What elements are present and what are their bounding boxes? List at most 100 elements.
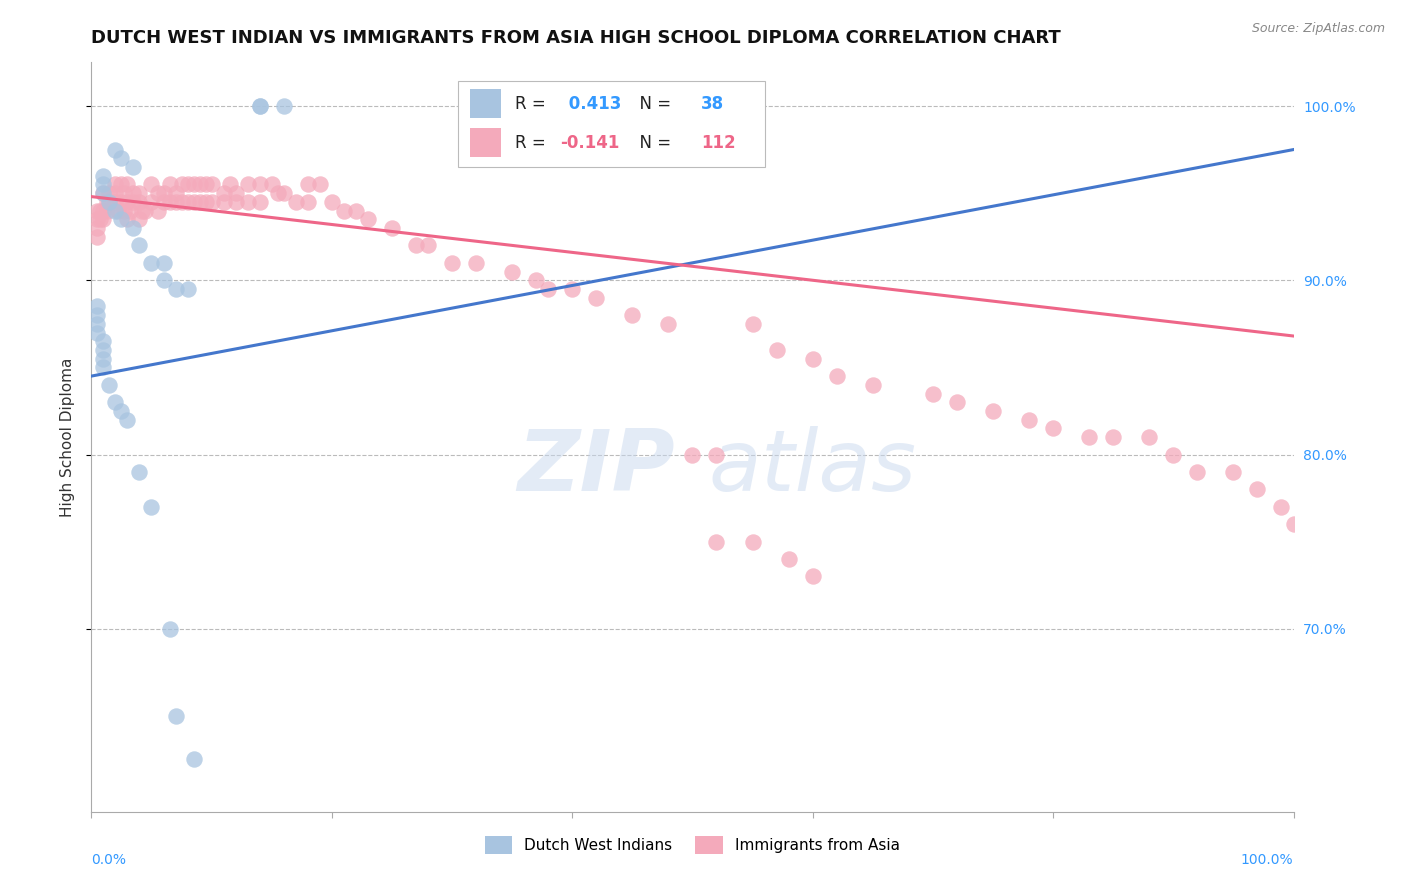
Point: [93, 169, 115, 183]
Point: [141, 178, 163, 192]
Point: [141, 256, 163, 270]
Point: [236, 178, 259, 192]
Legend: Dutch West Indians, Immigrants from Asia: Dutch West Indians, Immigrants from Asia: [478, 830, 907, 860]
Point: [122, 186, 145, 201]
Point: [128, 194, 150, 209]
Text: Source: ZipAtlas.com: Source: ZipAtlas.com: [1251, 22, 1385, 36]
Point: [122, 160, 145, 174]
Point: [128, 186, 150, 201]
Point: [93, 351, 115, 366]
Point: [501, 99, 523, 113]
Point: [621, 308, 644, 322]
Point: [98, 186, 121, 201]
Point: [201, 178, 224, 192]
Point: [134, 203, 156, 218]
Point: [110, 178, 132, 192]
Point: [128, 465, 150, 479]
Point: [146, 203, 169, 218]
Point: [131, 203, 153, 218]
Point: [801, 351, 824, 366]
Point: [862, 377, 884, 392]
Text: -0.141: -0.141: [560, 134, 620, 152]
Point: [98, 194, 121, 209]
Point: [1102, 430, 1125, 444]
FancyBboxPatch shape: [470, 128, 502, 157]
Point: [981, 404, 1004, 418]
Point: [465, 256, 488, 270]
Point: [110, 151, 132, 165]
Point: [765, 343, 787, 357]
Text: 0.413: 0.413: [562, 95, 621, 112]
Point: [104, 395, 127, 409]
Point: [141, 194, 163, 209]
Point: [152, 256, 174, 270]
Point: [267, 186, 290, 201]
Point: [104, 194, 127, 209]
Point: [1078, 430, 1101, 444]
Point: [93, 334, 115, 349]
Point: [93, 203, 115, 218]
Text: N =: N =: [628, 95, 676, 112]
Point: [86, 326, 108, 340]
Point: [86, 212, 108, 227]
Point: [118, 203, 141, 218]
Point: [117, 412, 139, 426]
Point: [524, 273, 547, 287]
Point: [194, 194, 217, 209]
Text: R =: R =: [515, 134, 551, 152]
Point: [381, 221, 404, 235]
FancyBboxPatch shape: [470, 89, 502, 118]
Point: [183, 178, 205, 192]
Point: [741, 534, 763, 549]
Point: [86, 299, 108, 313]
Point: [141, 500, 163, 514]
Point: [152, 194, 174, 209]
Point: [405, 238, 427, 252]
Point: [96, 203, 118, 218]
Point: [249, 194, 271, 209]
Point: [1187, 465, 1209, 479]
Text: 0.0%: 0.0%: [91, 853, 127, 867]
Point: [117, 212, 139, 227]
Point: [152, 186, 174, 201]
Point: [159, 622, 181, 636]
Point: [681, 99, 703, 113]
Point: [922, 386, 945, 401]
Point: [297, 178, 319, 192]
Point: [104, 203, 127, 218]
Point: [128, 238, 150, 252]
Point: [1246, 483, 1268, 497]
Point: [183, 194, 205, 209]
Point: [86, 317, 108, 331]
Point: [501, 264, 523, 278]
Point: [1042, 421, 1064, 435]
Point: [89, 203, 111, 218]
Text: atlas: atlas: [709, 425, 917, 508]
Point: [249, 178, 271, 192]
Point: [308, 178, 330, 192]
Point: [96, 194, 118, 209]
Point: [165, 709, 187, 723]
Point: [801, 569, 824, 583]
Point: [86, 203, 108, 218]
Point: [86, 308, 108, 322]
Point: [321, 194, 343, 209]
Point: [104, 178, 127, 192]
Point: [357, 212, 380, 227]
Point: [260, 178, 283, 192]
Text: R =: R =: [515, 95, 551, 112]
Point: [297, 194, 319, 209]
Point: [165, 194, 187, 209]
Point: [183, 752, 205, 766]
Point: [249, 99, 271, 113]
Point: [1137, 430, 1160, 444]
Point: [681, 448, 703, 462]
Point: [110, 194, 132, 209]
Point: [741, 317, 763, 331]
Point: [89, 212, 111, 227]
Point: [128, 212, 150, 227]
Text: 100.0%: 100.0%: [1241, 853, 1294, 867]
Point: [1222, 465, 1244, 479]
Point: [93, 186, 115, 201]
Point: [98, 377, 121, 392]
